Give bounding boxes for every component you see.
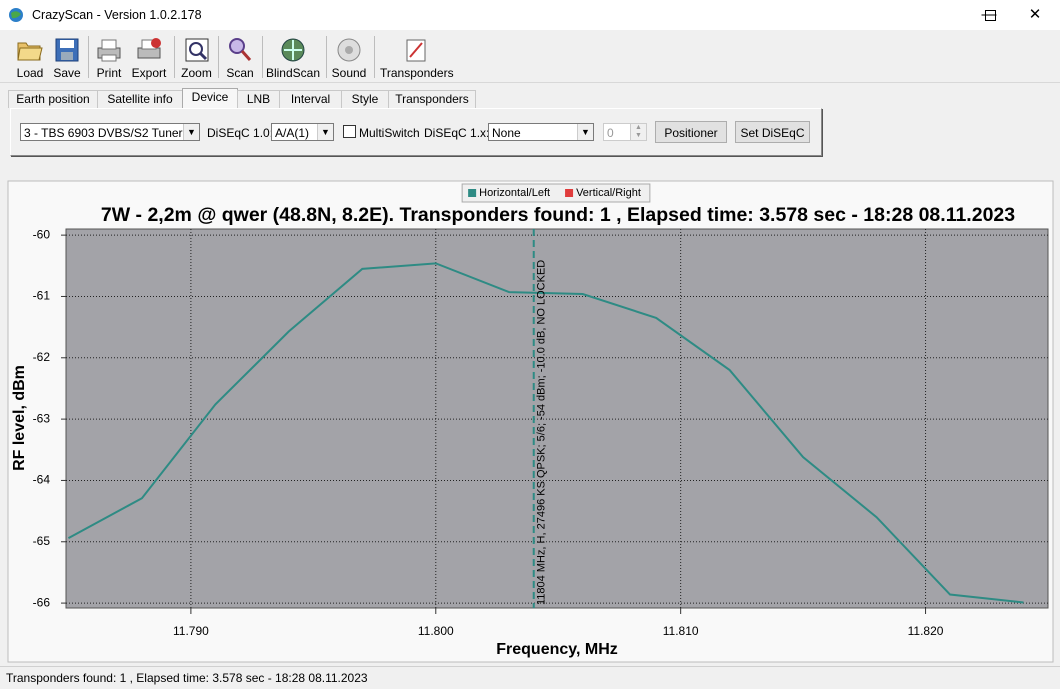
- multiswitch-checkbox[interactable]: [343, 125, 356, 138]
- positioner-button[interactable]: Positioner: [655, 121, 727, 143]
- diseqc10-value: A/A(1): [275, 126, 310, 140]
- legend-label: Horizontal/Left: [479, 187, 550, 199]
- diseqc1x-select[interactable]: None ▼: [488, 123, 594, 141]
- dropdown-arrow: ▼: [317, 124, 333, 140]
- dropdown-arrow: ▼: [183, 124, 199, 140]
- status-bar: Transponders found: 1 , Elapsed time: 3.…: [0, 666, 1060, 689]
- title-bar: CrazyScan - Version 1.0.2.178 — ✕: [0, 0, 1060, 30]
- tab[interactable]: Style: [341, 90, 389, 108]
- close-button[interactable]: ✕: [1028, 6, 1042, 23]
- toolbar-icon: [229, 38, 252, 61]
- y-axis-label: RF level, dBm: [11, 365, 28, 471]
- toolbar-separator: [374, 36, 375, 78]
- tab[interactable]: Transponders: [388, 90, 476, 108]
- toolbar-label: Sound: [331, 66, 367, 80]
- toolbar-icon: [281, 38, 305, 62]
- toolbar-separator: [218, 36, 219, 78]
- multiswitch-label: MultiSwitch: [359, 126, 420, 140]
- spinner-arrows: ▲ ▼: [630, 124, 646, 140]
- toolbar-button[interactable]: Scan: [222, 33, 258, 80]
- spinner-value: 0: [607, 126, 614, 140]
- toolbar-icon: [17, 42, 43, 61]
- x-tick-label: 11.810: [663, 624, 699, 638]
- toolbar-button[interactable]: Load: [12, 33, 48, 80]
- dropdown-arrow: ▼: [577, 124, 593, 140]
- y-tick-label: -63: [33, 411, 51, 425]
- toolbar-icon: [55, 38, 79, 62]
- x-tick-label: 11.790: [173, 624, 209, 638]
- toolbar: [0, 30, 1060, 83]
- chart: 7W - 2,2m @ qwer (48.8N, 8.2E). Transpon…: [7, 180, 1054, 663]
- toolbar-label: Print: [96, 66, 122, 80]
- toolbar-button[interactable]: Print: [92, 33, 126, 80]
- set-diseqc-button[interactable]: Set DiSEqC: [735, 121, 810, 143]
- maximize-icon: [984, 10, 996, 21]
- transponder-label: 11804 MHz, H, 27496 KS QPSK; 5/6; -54 dB…: [536, 260, 548, 605]
- toolbar-icon: [406, 39, 426, 62]
- tab[interactable]: Interval: [279, 90, 342, 108]
- legend-label: Vertical/Right: [576, 187, 641, 199]
- device-panel: [10, 108, 822, 156]
- y-tick-label: -65: [33, 534, 51, 548]
- chart-title: 7W - 2,2m @ qwer (48.8N, 8.2E). Transpon…: [101, 204, 1015, 226]
- toolbar-label: Load: [16, 66, 44, 80]
- y-tick-label: -60: [33, 227, 51, 241]
- y-tick-label: -62: [33, 350, 51, 364]
- toolbar-separator: [326, 36, 327, 78]
- diseqc1x-label: DiSEqC 1.x:: [424, 126, 490, 140]
- legend-swatch: [468, 189, 477, 197]
- toolbar-icon: [97, 39, 121, 62]
- y-tick-label: -66: [33, 595, 51, 609]
- toolbar-separator: [88, 36, 89, 78]
- legend-swatch: [565, 189, 574, 197]
- tab[interactable]: Earth position: [8, 90, 98, 108]
- toolbar-label: Export: [131, 66, 167, 80]
- toolbar-button[interactable]: Transponders: [380, 33, 454, 80]
- maximize-button[interactable]: [967, 0, 1013, 30]
- tab[interactable]: LNB: [237, 90, 280, 108]
- toolbar-separator: [262, 36, 263, 78]
- x-tick-label: 11.800: [418, 624, 454, 638]
- diseqc10-select[interactable]: A/A(1) ▼: [271, 123, 334, 141]
- series-line: [67, 262, 1024, 604]
- toolbar-button[interactable]: Save: [50, 33, 84, 80]
- status-text: Transponders found: 1 , Elapsed time: 3.…: [6, 671, 368, 685]
- x-axis-label: Frequency, MHz: [496, 641, 618, 658]
- toolbar-button[interactable]: BlindScan: [264, 33, 322, 80]
- x-tick-label: 11.820: [908, 624, 944, 638]
- toolbar-label: BlindScan: [265, 66, 321, 80]
- tab[interactable]: Satellite info: [97, 90, 183, 108]
- plot-area: [65, 228, 1049, 609]
- toolbar-button[interactable]: Zoom: [178, 33, 215, 80]
- tuner-value: 3 - TBS 6903 DVBS/S2 Tuner 1: [24, 126, 193, 140]
- diseqc10-label: DiSEqC 1.0:: [207, 126, 274, 140]
- toolbar-separator: [174, 36, 175, 78]
- diseqc1x-value: None: [492, 126, 521, 140]
- tuner-select[interactable]: 3 - TBS 6903 DVBS/S2 Tuner 1 ▼: [20, 123, 200, 141]
- spinner[interactable]: 0 ▲ ▼: [603, 123, 647, 141]
- app-icon: [9, 8, 23, 22]
- toolbar-button[interactable]: Export: [128, 33, 170, 80]
- toolbar-label: Scan: [226, 66, 254, 80]
- toolbar-icon: [185, 38, 208, 62]
- toolbar-icon: [337, 38, 361, 62]
- y-tick-label: -61: [33, 289, 51, 303]
- window-title: CrazyScan - Version 1.0.2.178: [32, 8, 202, 22]
- y-tick-label: -64: [33, 473, 51, 487]
- toolbar-label: Save: [53, 66, 81, 80]
- toolbar-button[interactable]: Sound: [330, 33, 368, 80]
- toolbar-icon: [137, 38, 161, 59]
- toolbar-label: Transponders: [380, 66, 454, 80]
- legend-box: [461, 183, 651, 203]
- toolbar-label: Zoom: [181, 66, 212, 80]
